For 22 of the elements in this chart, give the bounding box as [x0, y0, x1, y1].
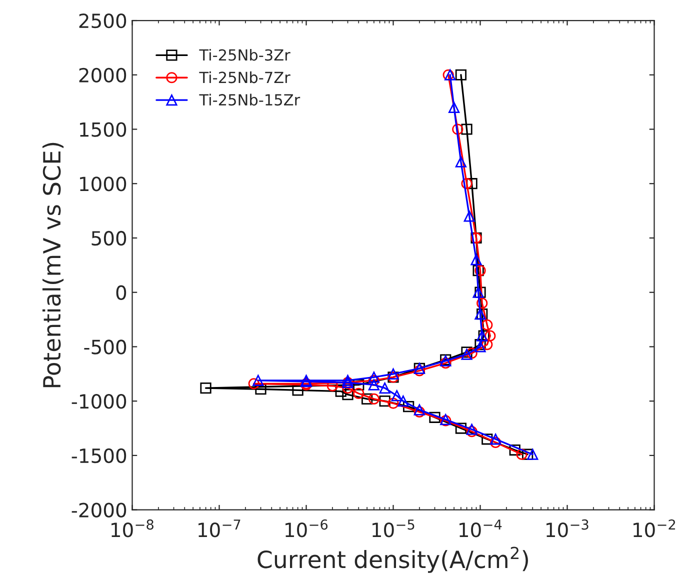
x-tick-label: 10$^{−8}$ — [112, 519, 154, 538]
y-tick-label: -2000 — [72, 502, 126, 518]
y-tick-label: -1000 — [72, 394, 126, 409]
y-tick-label: -500 — [84, 340, 126, 354]
legend-label: Ti-25Nb-15Zr — [199, 94, 300, 106]
y-tick-label: 2500 — [79, 13, 126, 28]
y-tick-label: 0 — [116, 285, 126, 300]
legend-label: Ti-25Nb-3Zr — [199, 48, 290, 61]
x-tick-label: 10$^{−7}$ — [198, 520, 240, 538]
y-axis-title: Potential(mV vs SCE) — [42, 142, 64, 388]
x-tick-label: 10$^{−5}$ — [372, 520, 414, 538]
x-axis-title: Current density(A/cm$^{2}$) — [258, 546, 528, 573]
y-tick-label: -1500 — [72, 448, 126, 464]
x-tick-label: 10$^{−3}$ — [546, 519, 588, 538]
y-tick-label: 1500 — [80, 122, 126, 137]
x-tick-label: 10$^{−4}$ — [460, 520, 502, 538]
y-tick-label: 500 — [92, 230, 126, 246]
legend-label: Ti-25Nb-7Zr — [199, 71, 290, 84]
y-tick-label: 1000 — [80, 176, 126, 192]
y-tick-label: 2000 — [79, 68, 126, 83]
x-tick-label: 10$^{−6}$ — [286, 519, 328, 538]
x-tick-label: 10$^{−2}$ — [634, 519, 676, 538]
